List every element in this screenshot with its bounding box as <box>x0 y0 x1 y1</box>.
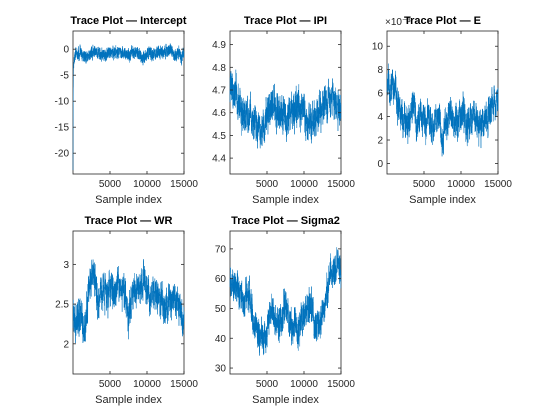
y-tick-label: -15 <box>55 123 70 134</box>
y-tick-label: 2 <box>63 339 69 350</box>
x-axis-label: Sample index <box>252 394 319 406</box>
panel-title: Trace Plot — IPI <box>244 15 327 27</box>
axes-frame <box>386 30 499 175</box>
trace-line <box>72 43 185 171</box>
y-tick-label: 2.5 <box>55 300 69 311</box>
panel-title: Trace Plot — Sigma2 <box>231 215 340 227</box>
x-tick-label: 5000 <box>256 379 279 390</box>
x-tick-label: 15000 <box>484 179 512 190</box>
x-tick-label: 5000 <box>99 379 122 390</box>
x-axis-label: Sample index <box>95 394 162 406</box>
panel-title: Trace Plot — WR <box>84 215 172 227</box>
y-tick-label: 70 <box>215 244 227 255</box>
trace-panel-4: 5000 10000 15000 2 2.5 3 Trace Plot — WR Sample… <box>55 215 198 406</box>
y-tick-label: 4.9 <box>212 40 226 51</box>
x-tick-label: 10000 <box>133 379 161 390</box>
y-tick-label: 4 <box>377 112 383 123</box>
x-tick-label: 10000 <box>447 179 475 190</box>
x-axis-label: Sample index <box>409 194 476 206</box>
y-tick-label: 0 <box>63 45 69 56</box>
x-tick-label: 5000 <box>99 179 122 190</box>
x-tick-label: 15000 <box>170 379 198 390</box>
x-axis-label: Sample index <box>95 194 162 206</box>
x-tick-label: 5000 <box>413 179 436 190</box>
trace-panel-2: 5000 10000 15000 4.4 4.5 4.6 4.7 4.8 4.9 Trace Pl… <box>212 15 355 206</box>
x-tick-label: 15000 <box>327 179 355 190</box>
x-tick-label: 10000 <box>290 379 318 390</box>
x-tick-label: 10000 <box>290 179 318 190</box>
y-tick-label: -10 <box>55 97 70 108</box>
x-tick-label: 15000 <box>170 179 198 190</box>
x-tick-label: 5000 <box>256 179 279 190</box>
y-tick-label: 6 <box>377 89 383 100</box>
y-tick-label: -20 <box>55 149 70 160</box>
x-axis-label: Sample index <box>252 194 319 206</box>
y-tick-label: 4.6 <box>212 108 226 119</box>
y-tick-label: 0 <box>377 159 383 170</box>
y-tick-label: 30 <box>215 364 227 375</box>
y-tick-label: 3 <box>63 260 69 271</box>
y-exponent-label: ×10⁻³ <box>385 17 411 28</box>
panel-title: Trace Plot — Intercept <box>70 15 186 27</box>
y-tick-label: 2 <box>377 136 383 147</box>
trace-panel-1: 5000 10000 15000 -20 -15 -10 -5 0 Trace Plot — I… <box>55 15 199 206</box>
y-tick-label: 4.4 <box>212 154 226 165</box>
y-tick-label: 4.8 <box>212 63 226 74</box>
y-tick-label: -5 <box>60 71 69 82</box>
y-tick-label: 8 <box>377 65 383 76</box>
y-tick-label: 50 <box>215 304 227 315</box>
trace-line <box>386 63 499 157</box>
trace-line <box>72 258 185 344</box>
panel-title: Trace Plot — E <box>404 15 481 27</box>
trace-panel-5: 5000 10000 15000 30 40 50 60 70 Trace Plot — Sig… <box>215 215 355 406</box>
y-tick-label: 4.5 <box>212 131 226 142</box>
y-tick-label: 60 <box>215 274 227 285</box>
y-tick-label: 10 <box>372 42 384 53</box>
y-tick-label: 40 <box>215 334 227 345</box>
x-tick-label: 15000 <box>327 379 355 390</box>
x-tick-label: 10000 <box>133 179 161 190</box>
trace-line <box>229 69 342 149</box>
y-tick-label: 4.7 <box>212 86 226 97</box>
axes-frame <box>72 230 185 375</box>
trace-line <box>229 247 342 356</box>
